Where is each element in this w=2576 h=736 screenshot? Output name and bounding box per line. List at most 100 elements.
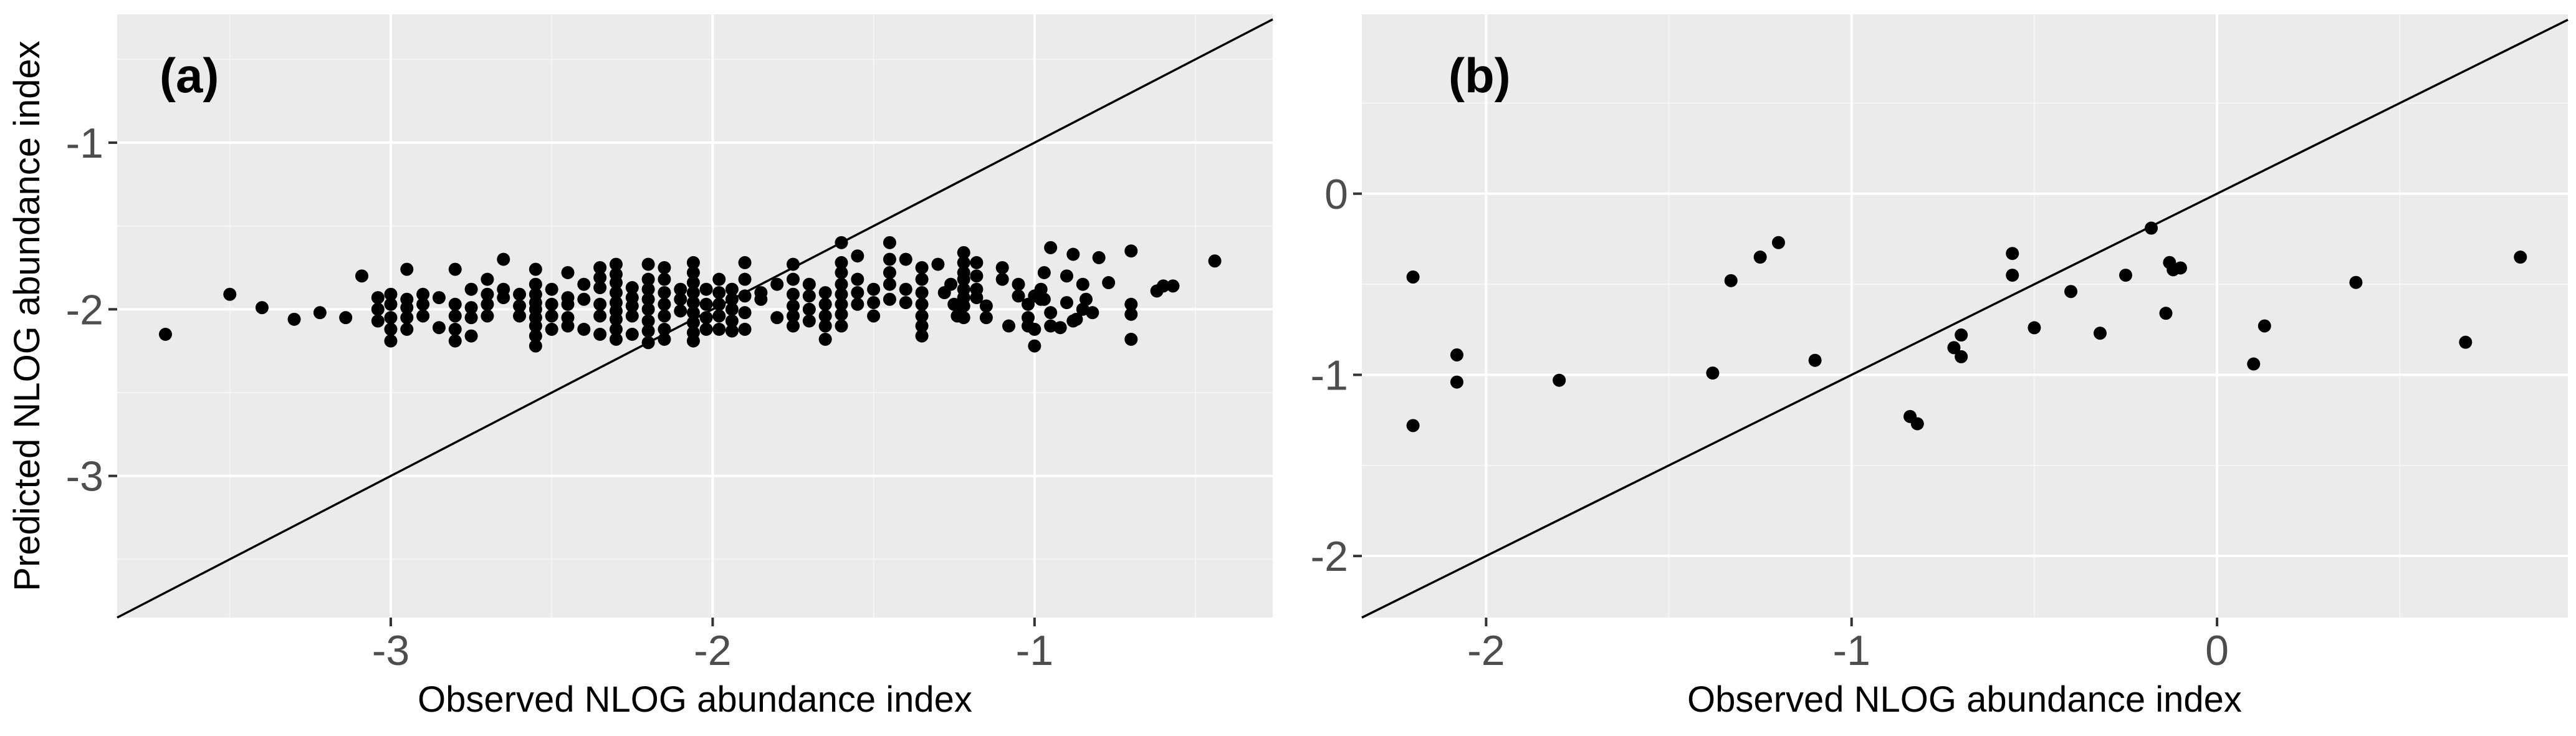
- data-point: [609, 332, 623, 346]
- data-point: [867, 296, 881, 310]
- data-point: [738, 322, 752, 336]
- data-point: [725, 282, 739, 296]
- data-point: [686, 256, 700, 269]
- data-point: [738, 256, 752, 269]
- data-point: [1553, 373, 1566, 387]
- data-point: [699, 322, 713, 336]
- data-point: [2028, 321, 2041, 335]
- data-point: [674, 304, 687, 318]
- data-point: [835, 297, 848, 311]
- data-point: [529, 329, 542, 343]
- y-tick-label: -2: [66, 286, 103, 333]
- data-point: [883, 292, 896, 306]
- data-point: [545, 322, 558, 336]
- data-point: [2459, 335, 2473, 349]
- x-tick-label: -2: [694, 627, 731, 674]
- data-point: [931, 257, 945, 271]
- panel-a-y-axis-title: Predicted NLOG abundance index: [7, 41, 47, 591]
- data-point: [641, 292, 655, 306]
- data-point: [1124, 307, 1138, 321]
- data-point: [818, 319, 832, 333]
- data-point: [802, 289, 816, 303]
- panel-b-x-axis-title: Observed NLOG abundance index: [1687, 679, 2242, 720]
- data-point: [481, 309, 494, 323]
- data-point: [497, 291, 510, 305]
- data-point: [529, 277, 542, 291]
- data-point: [1070, 312, 1083, 326]
- data-point: [1066, 247, 1080, 261]
- data-point: [1450, 348, 1463, 361]
- data-point: [641, 282, 655, 296]
- data-point: [641, 336, 655, 350]
- data-point: [593, 281, 607, 295]
- data-point: [867, 282, 881, 296]
- data-point: [593, 309, 607, 323]
- data-point: [899, 252, 912, 266]
- panel-b-ticks: -2 -1 0 0 -1 -2: [1311, 171, 2229, 674]
- data-point: [2119, 269, 2132, 282]
- data-point: [400, 322, 414, 336]
- panel-a-points: [158, 236, 1222, 353]
- data-point: [957, 311, 970, 325]
- panel-a: -3 -2 -1 -1 -2 -3 (a) Observed NLOG abundance…: [7, 14, 1273, 720]
- data-point: [802, 277, 816, 291]
- data-point: [1037, 265, 1051, 279]
- data-point: [158, 327, 172, 341]
- data-point: [529, 319, 542, 333]
- data-point: [658, 286, 671, 300]
- panel-a-label: (a): [160, 48, 219, 103]
- data-point: [400, 311, 414, 325]
- data-point: [970, 256, 984, 269]
- data-point: [1166, 279, 1180, 293]
- data-point: [448, 309, 462, 323]
- data-point: [371, 302, 385, 316]
- data-point: [1012, 277, 1025, 291]
- data-point: [223, 287, 237, 301]
- data-point: [1156, 279, 1170, 293]
- data-point: [725, 324, 739, 338]
- data-point: [915, 297, 929, 311]
- data-point: [1724, 274, 1738, 287]
- data-point: [1060, 269, 1073, 283]
- data-point: [851, 297, 864, 311]
- data-point: [384, 311, 398, 325]
- data-point: [835, 287, 848, 301]
- data-point: [448, 334, 462, 348]
- data-point: [738, 306, 752, 320]
- data-point: [384, 322, 398, 336]
- data-point: [835, 236, 848, 249]
- data-point: [867, 309, 881, 323]
- data-point: [448, 262, 462, 276]
- data-point: [835, 265, 848, 279]
- data-point: [1037, 292, 1051, 306]
- data-point: [448, 322, 462, 336]
- data-point: [738, 289, 752, 303]
- data-point: [2173, 261, 2187, 275]
- data-point: [1012, 289, 1025, 303]
- data-point: [593, 297, 607, 311]
- data-point: [339, 311, 353, 325]
- y-tick-label: -2: [1311, 533, 1348, 580]
- data-point: [609, 286, 623, 300]
- data-point: [609, 312, 623, 326]
- data-point: [754, 292, 768, 306]
- data-point: [641, 272, 655, 286]
- data-point: [2514, 251, 2527, 264]
- data-point: [255, 301, 269, 315]
- data-point: [1955, 350, 1968, 363]
- data-point: [883, 252, 896, 266]
- data-point: [384, 287, 398, 301]
- data-point: [1086, 306, 1099, 320]
- data-point: [883, 277, 896, 291]
- data-point: [481, 287, 494, 301]
- data-point: [625, 309, 639, 323]
- data-point: [818, 332, 832, 346]
- panel-b-grid: [1362, 14, 2568, 618]
- data-point: [995, 260, 1009, 274]
- data-point: [593, 327, 607, 341]
- data-point: [1753, 251, 1767, 264]
- data-point: [1406, 270, 1420, 284]
- data-point: [625, 281, 639, 295]
- x-tick-label: -2: [1467, 627, 1505, 674]
- data-point: [851, 272, 864, 286]
